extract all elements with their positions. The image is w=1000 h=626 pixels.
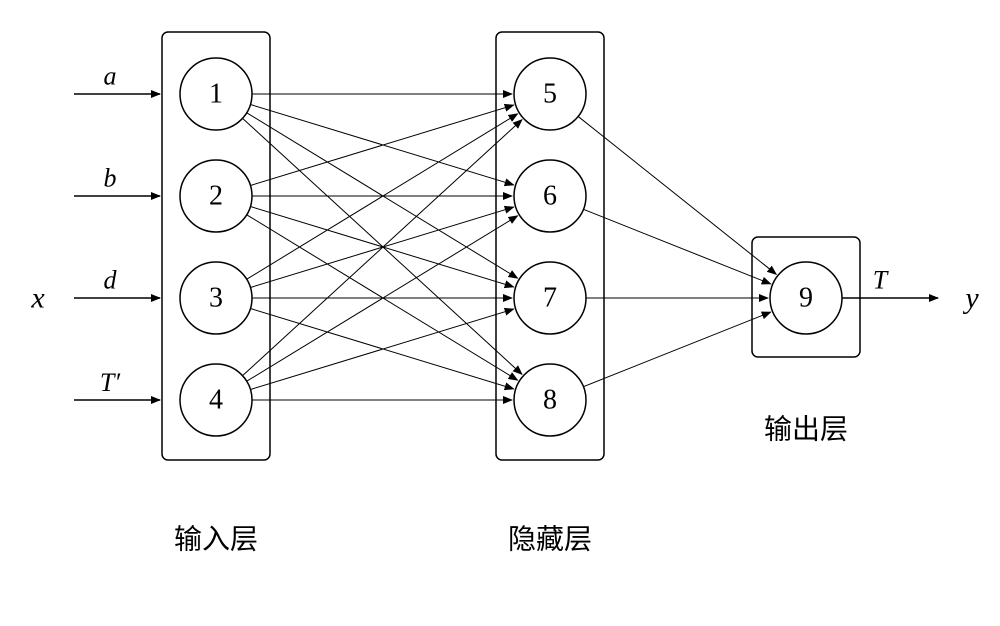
node-6: 6 — [514, 160, 586, 232]
node-9: 9 — [770, 262, 842, 334]
edges-input-hidden — [243, 94, 522, 400]
edge — [578, 116, 776, 274]
node-label: 5 — [543, 79, 557, 110]
node-label: 4 — [209, 385, 223, 416]
neural-network-diagram: 1 2 3 4 5 6 7 8 9 a b d T′ x Ty 输入层 隐藏层 输出层 — [0, 0, 1000, 626]
edges-hidden-output — [578, 116, 776, 386]
y-label: y — [962, 282, 979, 315]
edge — [250, 207, 513, 287]
node-label: 6 — [543, 181, 557, 212]
input-label: a — [104, 62, 117, 91]
x-label: x — [30, 282, 45, 315]
output-arrow-group: Ty — [842, 266, 979, 315]
edge — [247, 113, 518, 278]
edge — [247, 216, 518, 381]
output-layer-label: 输出层 — [764, 414, 848, 446]
node-label: 8 — [543, 385, 557, 416]
node-3: 3 — [180, 262, 252, 334]
node-5: 5 — [514, 58, 586, 130]
node-label: 9 — [799, 283, 813, 314]
node-label: 3 — [209, 283, 223, 314]
edge — [250, 105, 513, 185]
node-4: 4 — [180, 364, 252, 436]
node-7: 7 — [514, 262, 586, 334]
node-label: 7 — [543, 283, 557, 314]
input-label: b — [104, 164, 117, 193]
edge — [250, 105, 513, 185]
hidden-layer-label: 隐藏层 — [508, 524, 592, 556]
node-label: 1 — [209, 79, 223, 110]
input-label-Tprime: T′ — [100, 368, 120, 397]
input-layer-label: 输入层 — [174, 524, 258, 556]
input-arrows: a b d T′ — [74, 62, 160, 401]
edge — [243, 120, 522, 376]
input-label: d — [104, 266, 118, 295]
output-label-T: T — [873, 266, 889, 295]
node-label: 2 — [209, 181, 223, 212]
edge — [583, 209, 770, 284]
node-2: 2 — [180, 160, 252, 232]
edge — [247, 215, 518, 380]
edge — [247, 114, 518, 279]
node-8: 8 — [514, 364, 586, 436]
edge — [583, 312, 770, 387]
node-1: 1 — [180, 58, 252, 130]
edge — [250, 309, 513, 389]
edge — [250, 309, 513, 389]
